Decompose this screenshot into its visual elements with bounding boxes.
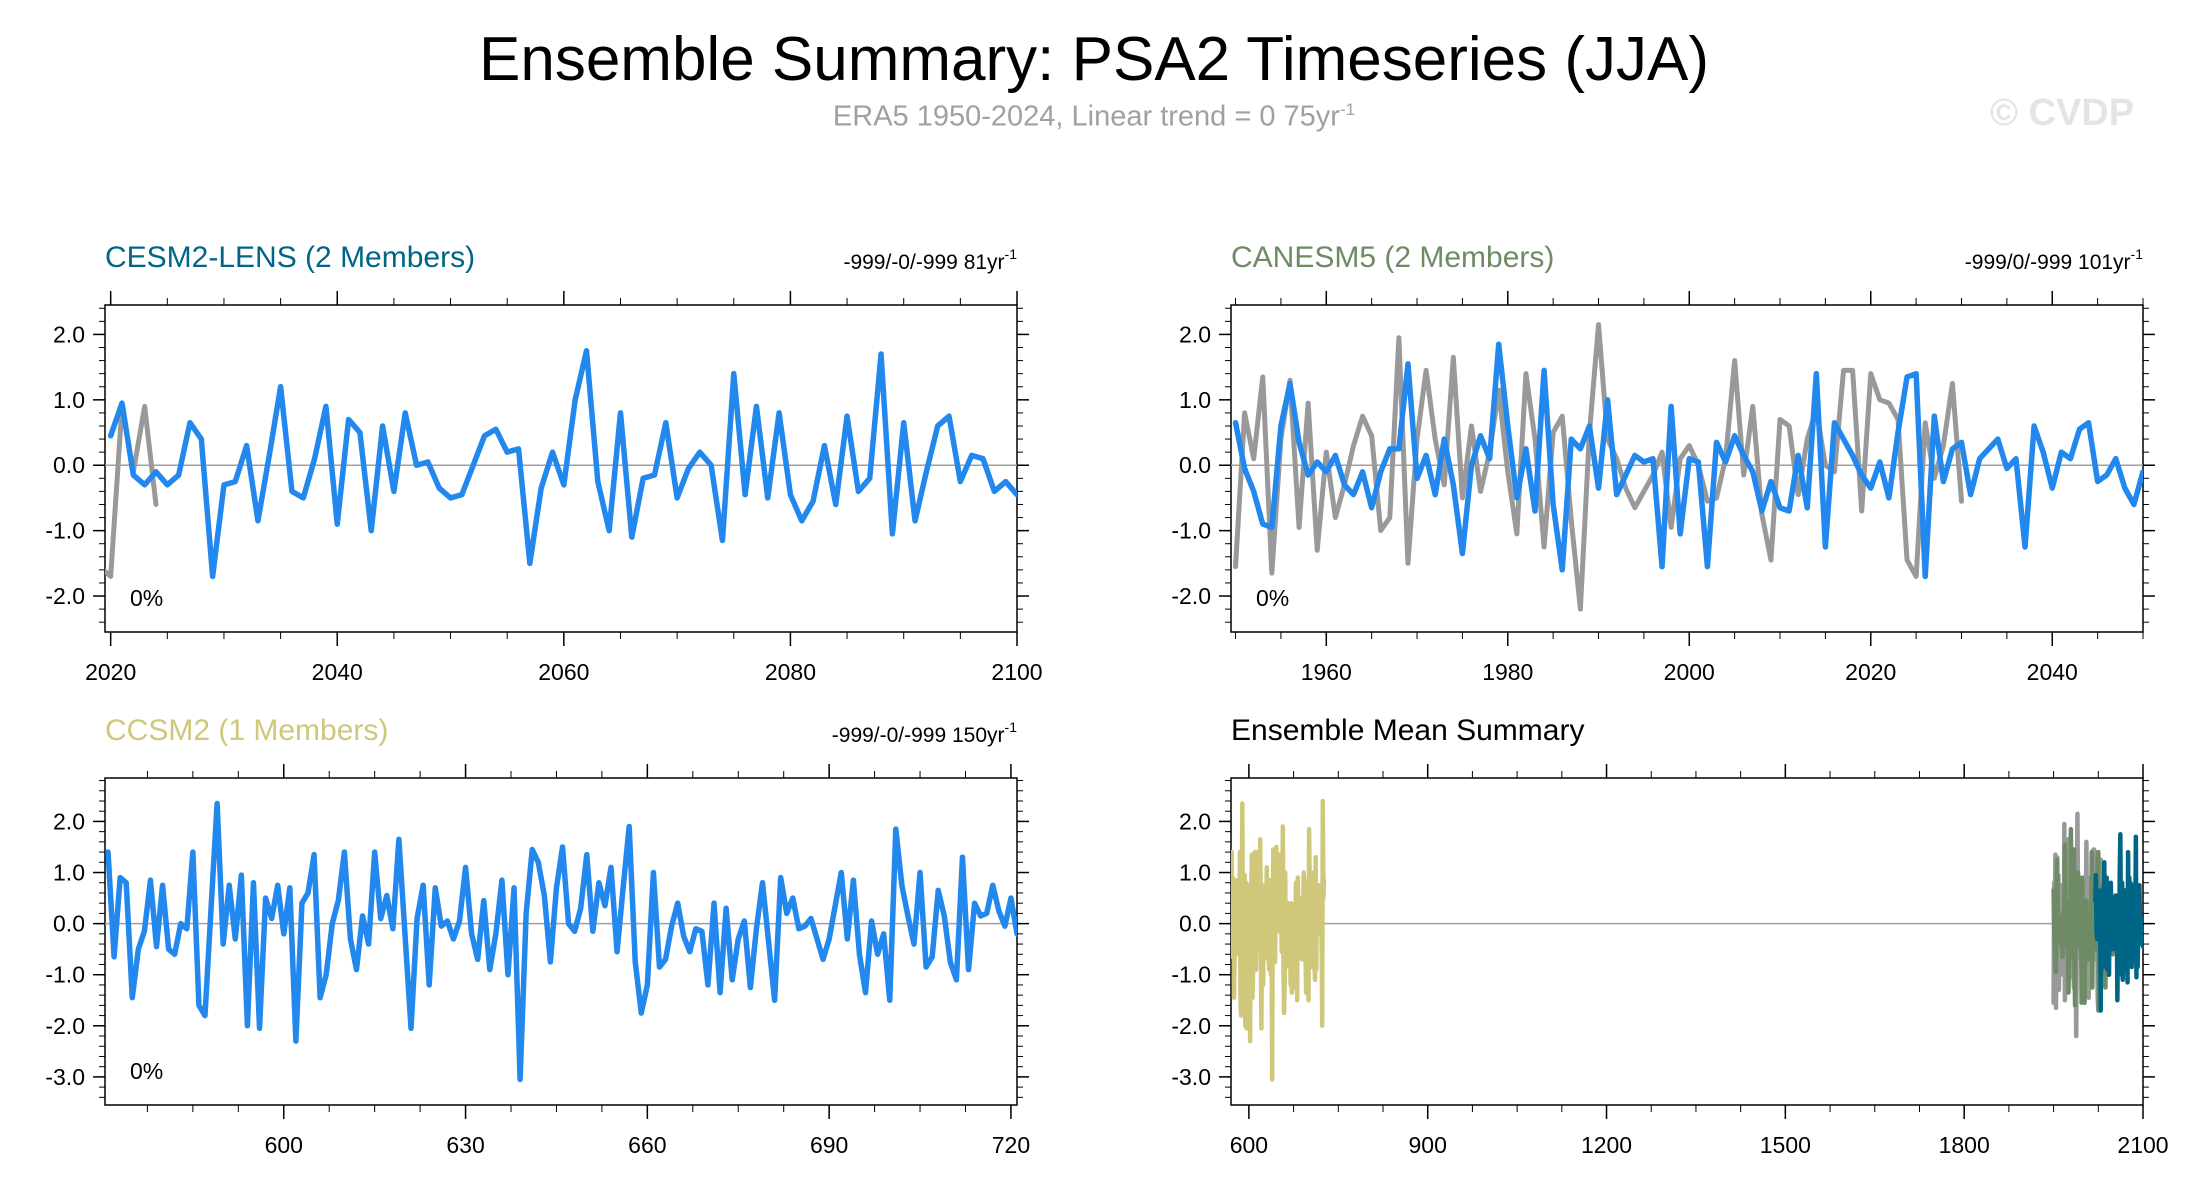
page-title: Ensemble Summary: PSA2 Timeseries (JJA) xyxy=(478,25,1709,94)
plot-frame xyxy=(104,777,1018,1106)
trend-superscript: -1 xyxy=(1005,246,1018,262)
panel-ensmean: 2.0 1.0 0.0 -1.0 -2.0 -3.0 600 900 1200 1500 1800 2… xyxy=(1171,714,2168,1158)
panel-lines xyxy=(105,348,1017,580)
x-tick-label: 660 xyxy=(628,1132,666,1158)
y-tick-label: 1.0 xyxy=(1179,387,1211,413)
y-tick-label: -2.0 xyxy=(45,583,85,609)
x-tick-label: 600 xyxy=(1230,1132,1268,1158)
x-tick-label: 1200 xyxy=(1581,1132,1632,1158)
y-tick-label: -3.0 xyxy=(1171,1064,1211,1090)
trend-text: -999/-0/-999 150yr xyxy=(832,724,1005,747)
x-tick-label: 1980 xyxy=(1482,659,1533,685)
trend-text: -999/0/-999 101yr xyxy=(1965,251,2131,274)
member-series-line xyxy=(105,800,1017,1083)
member-series-line xyxy=(107,348,1017,580)
panel-lines xyxy=(1231,798,2143,1082)
y-tick-label: 0.0 xyxy=(1179,911,1211,937)
y-tick-label: 0.0 xyxy=(53,911,85,937)
plot-frame xyxy=(104,304,1018,633)
subtitle-text: ERA5 1950-2024, Linear trend = 0 75yr xyxy=(832,100,1340,133)
y-tick-label: 0.0 xyxy=(53,452,85,478)
panel-lines xyxy=(1232,322,2143,612)
y-tick-label: 0.0 xyxy=(1179,452,1211,478)
y-tick-label: -1.0 xyxy=(1171,962,1211,988)
member-series-line xyxy=(1232,341,2143,580)
y-tick-label: -1.0 xyxy=(45,518,85,544)
panel-percent-label: 0% xyxy=(130,1058,163,1084)
plot-frame xyxy=(1230,304,2144,633)
y-tick-label: -1.0 xyxy=(1171,518,1211,544)
trend-superscript: -1 xyxy=(1005,719,1018,735)
y-tick-label: 2.0 xyxy=(53,808,85,834)
x-tick-label: 2020 xyxy=(85,659,136,685)
x-tick-label: 2040 xyxy=(312,659,363,685)
x-tick-label: 1500 xyxy=(1760,1132,1811,1158)
cvdp-watermark: © CVDP xyxy=(1990,92,2135,134)
subtitle-superscript: -1 xyxy=(1339,100,1356,119)
y-tick-label: 2.0 xyxy=(1179,321,1211,347)
panel-title: CESM2-LENS (2 Members) xyxy=(105,241,475,274)
x-tick-label: 1960 xyxy=(1301,659,1352,685)
page-subtitle: ERA5 1950-2024, Linear trend = 0 75yr-1 xyxy=(0,100,2188,134)
y-tick-label: -2.0 xyxy=(1171,1013,1211,1039)
panel-title: CCSM2 (1 Members) xyxy=(105,714,388,747)
y-tick-label: 1.0 xyxy=(53,860,85,886)
y-tick-label: -1.0 xyxy=(45,962,85,988)
y-tick-label: 1.0 xyxy=(53,387,85,413)
x-tick-label: 2040 xyxy=(2027,659,2078,685)
x-tick-label: 720 xyxy=(992,1132,1030,1158)
panel-trend-label: -999/-0/-999 81yr-1 xyxy=(843,246,1017,274)
panel-ccsm2: 2.0 1.0 0.0 -1.0 -2.0 -3.0 600 630 660 690 720 CCSM… xyxy=(45,714,1030,1158)
panel-trend-label: -999/0/-999 101yr-1 xyxy=(1965,246,2143,274)
x-tick-label: 2100 xyxy=(2117,1132,2168,1158)
panel-title: CANESM5 (2 Members) xyxy=(1231,241,1554,274)
y-tick-label: -2.0 xyxy=(45,1013,85,1039)
x-tick-label: 2100 xyxy=(991,659,1042,685)
trend-superscript: -1 xyxy=(2131,246,2144,262)
x-tick-label: 1800 xyxy=(1939,1132,1990,1158)
panel-cesm2: 2.0 1.0 0.0 -1.0 -2.0 2020 2040 2060 2080 2100 CES… xyxy=(45,241,1042,685)
y-tick-label: 2.0 xyxy=(53,321,85,347)
trend-text: -999/-0/-999 81yr xyxy=(843,251,1004,274)
ensmean-cesm2-line xyxy=(2093,831,2143,1013)
panel-percent-label: 0% xyxy=(130,585,163,611)
y-tick-label: 1.0 xyxy=(1179,860,1211,886)
panel-lines xyxy=(105,800,1017,1083)
x-tick-label: 690 xyxy=(810,1132,848,1158)
x-tick-label: 2080 xyxy=(765,659,816,685)
plot-frame xyxy=(1230,777,2144,1106)
x-tick-label: 2060 xyxy=(538,659,589,685)
x-tick-label: 2020 xyxy=(1845,659,1896,685)
y-tick-label: 2.0 xyxy=(1179,808,1211,834)
panel-percent-label: 0% xyxy=(1256,585,1289,611)
panel-title: Ensemble Mean Summary xyxy=(1231,714,1584,747)
x-tick-label: 630 xyxy=(446,1132,484,1158)
x-tick-label: 600 xyxy=(265,1132,303,1158)
y-tick-label: -3.0 xyxy=(45,1064,85,1090)
panel-trend-label: -999/-0/-999 150yr-1 xyxy=(832,719,1017,747)
ensmean-ccsm2-line xyxy=(1231,798,1327,1082)
panel-canesm5: 2.0 1.0 0.0 -1.0 -2.0 1960 1980 2000 2020 2040 CAN… xyxy=(1171,241,2155,685)
obs-series-line xyxy=(1233,322,1965,612)
x-tick-label: 2000 xyxy=(1664,659,1715,685)
y-tick-label: -2.0 xyxy=(1171,583,1211,609)
x-tick-label: 900 xyxy=(1409,1132,1447,1158)
